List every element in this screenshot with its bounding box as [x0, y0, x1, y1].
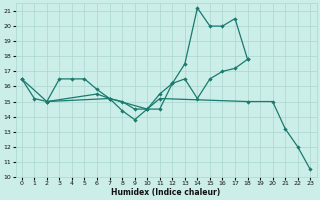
X-axis label: Humidex (Indice chaleur): Humidex (Indice chaleur)	[111, 188, 221, 197]
